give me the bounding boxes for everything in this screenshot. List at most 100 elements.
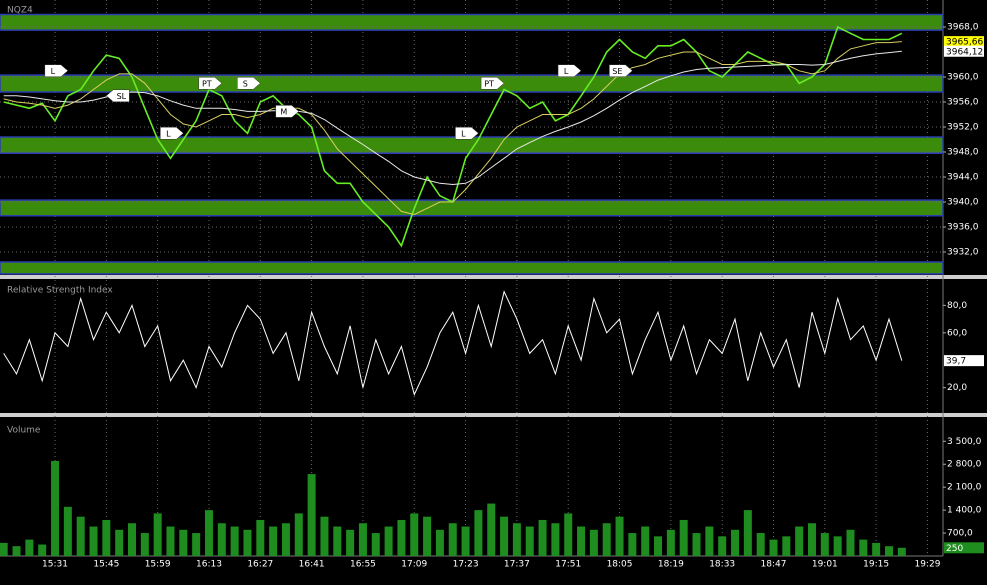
volume-bar: [512, 523, 521, 556]
volume-bar: [384, 526, 393, 556]
volume-bar: [346, 529, 355, 556]
signal-label: PT: [202, 79, 212, 88]
signal-label: M: [280, 107, 287, 116]
last-value-label: 39,7: [946, 357, 966, 367]
volume-bar: [51, 460, 60, 556]
signal-label: PT: [484, 79, 494, 88]
volume-bar: [474, 510, 483, 556]
volume-bar: [666, 529, 675, 556]
x-tick-label: 17:51: [555, 560, 581, 570]
x-tick-label: 17:09: [401, 560, 427, 570]
volume-bar: [833, 536, 842, 556]
x-tick-label: 19:01: [812, 560, 838, 570]
volume-bar: [192, 533, 201, 556]
volume-bar: [0, 542, 8, 556]
signal-label: SE: [612, 67, 622, 76]
volume-bar: [769, 539, 778, 556]
volume-bar: [397, 519, 406, 556]
series-line: [3, 290, 903, 396]
volume-bar: [487, 503, 496, 556]
volume-bar: [859, 539, 868, 556]
volume-bar: [756, 533, 765, 556]
volume-bar: [602, 523, 611, 556]
panel-title: Relative Strength Index: [7, 286, 113, 296]
x-tick-label: 17:37: [504, 560, 530, 570]
volume-bar: [525, 526, 534, 556]
volume-bar: [410, 513, 419, 556]
x-tick-label: 18:19: [658, 560, 684, 570]
signal-marker: [609, 64, 633, 77]
y-tick-label: 3948,0: [947, 148, 979, 158]
y-tick-label: 1 400,0: [947, 506, 982, 516]
last-value-label: 3965,66: [946, 38, 983, 48]
volume-bar: [577, 526, 586, 556]
x-tick-label: 15:45: [93, 560, 119, 570]
signal-marker: [275, 105, 300, 118]
volume-bar: [731, 529, 740, 556]
volume-bar: [230, 526, 239, 556]
signal-label: L: [461, 129, 466, 138]
volume-bar: [25, 539, 34, 556]
y-tick-label: 700,0: [947, 529, 973, 539]
volume-bar: [243, 529, 252, 556]
volume-bar: [448, 523, 457, 556]
volume-bar: [589, 529, 598, 556]
x-tick-label: 15:31: [42, 560, 68, 570]
y-tick-label: 2 800,0: [947, 460, 982, 470]
last-value-box: [944, 45, 984, 57]
signal-marker: [44, 64, 69, 77]
y-tick-label: 3932,0: [947, 248, 979, 258]
y-tick-label: 3944,0: [947, 173, 979, 183]
y-tick-label: 3968,0: [947, 23, 979, 33]
volume-bar: [204, 510, 213, 556]
signal-marker: [237, 77, 261, 90]
signal-marker: [160, 127, 184, 140]
volume-bar: [320, 516, 329, 556]
y-tick-label: 60,0: [947, 328, 967, 338]
volume-bar: [358, 523, 367, 556]
last-value-box: [944, 36, 984, 48]
volume-bar: [705, 526, 714, 556]
volume-bar: [38, 544, 47, 556]
volume-bar: [872, 542, 881, 556]
x-tick-label: 18:05: [607, 560, 633, 570]
volume-bar: [807, 523, 816, 556]
volume-bar: [782, 536, 791, 556]
last-value-box: [944, 542, 984, 554]
volume-bar: [281, 523, 290, 556]
volume-bar: [12, 546, 21, 556]
volume-bar: [551, 523, 560, 556]
signal-label: S: [243, 79, 248, 88]
volume-bar: [166, 526, 175, 556]
volume-bar: [102, 519, 111, 556]
x-tick-label: 15:59: [145, 560, 171, 570]
y-tick-label: 3956,0: [947, 98, 979, 108]
signal-label: SL: [117, 92, 127, 101]
volume-bar: [820, 533, 829, 556]
signal-marker: [105, 89, 130, 102]
volume-bar: [641, 526, 650, 556]
volume-bar: [269, 526, 278, 556]
signal-label: L: [51, 67, 56, 76]
volume-bar: [89, 526, 98, 556]
volume-bar: [217, 523, 226, 556]
y-tick-label: 3960,0: [947, 73, 979, 83]
volume-bar: [256, 519, 265, 556]
volume-bar: [679, 519, 688, 556]
signal-marker: [557, 64, 582, 77]
x-tick-label: 17:23: [453, 560, 479, 570]
volume-bar: [564, 513, 573, 556]
y-tick-label: 20,0: [947, 383, 967, 393]
volume-bar: [153, 513, 162, 556]
volume-bar: [435, 529, 444, 556]
volume-bar: [884, 546, 893, 556]
y-tick-label: 3940,0: [947, 198, 979, 208]
y-tick-label: 3936,0: [947, 223, 979, 233]
volume-bar: [461, 526, 470, 556]
y-tick-label: 2 100,0: [947, 483, 982, 493]
volume-bar: [628, 533, 637, 556]
price-zone: [0, 74, 944, 93]
x-tick-label: 16:13: [196, 560, 222, 570]
